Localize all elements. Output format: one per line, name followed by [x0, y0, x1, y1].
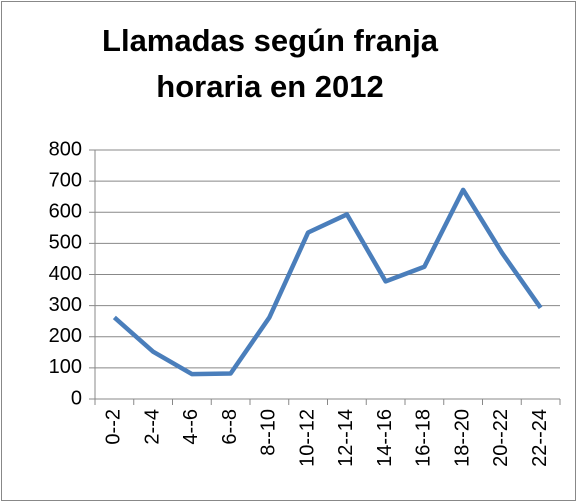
y-tick-label: 100: [49, 356, 82, 378]
x-tick-label: 12--14: [335, 409, 357, 467]
chart-title: Llamadas según franja horaria en 2012: [102, 23, 438, 104]
y-tick-label: 700: [49, 169, 82, 191]
y-tick-label: 800: [49, 138, 82, 160]
x-tick-label: 4--6: [180, 409, 202, 445]
y-tick-label: 600: [49, 201, 82, 223]
y-tick-label: 300: [49, 294, 82, 316]
x-tick-label: 8--10: [258, 409, 280, 456]
x-tick-label: 6--8: [219, 409, 241, 445]
data-line: [112, 187, 543, 377]
x-tick-label: 16--18: [413, 409, 435, 467]
x-tick-label: 14--16: [374, 409, 396, 467]
x-tick-label: 18--20: [451, 409, 473, 467]
x-tick-label: 0--2: [103, 409, 125, 445]
x-tick-label: 10--12: [296, 409, 318, 467]
y-tick-label: 200: [49, 325, 82, 347]
x-tick-label: 22--24: [529, 409, 551, 467]
x-tick-label: 20--22: [490, 409, 512, 467]
x-tick-label: 2--4: [141, 409, 163, 445]
y-tick-label: 500: [49, 232, 82, 254]
y-tick-label: 400: [49, 263, 82, 285]
y-tick-label: 0: [71, 387, 82, 409]
